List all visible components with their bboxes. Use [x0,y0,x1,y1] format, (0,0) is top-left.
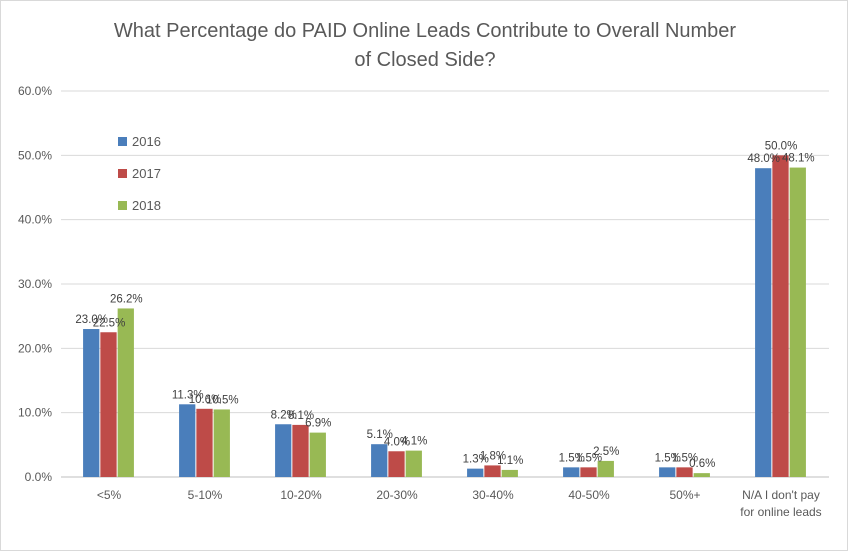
x-tick-label: N/A I don't pay [742,488,820,502]
bar-2016 [659,467,676,477]
bar-2017 [292,424,309,477]
data-labels: 23.0%11.3%8.2%5.1%1.3% 1.5% 1.5%48.0%22.5%… [75,140,814,470]
legend-label: 2018 [132,198,161,213]
bar-2016 [179,404,196,477]
x-tick-label: <5% [97,488,122,502]
y-tick-label: 0.0% [25,470,53,484]
legend-swatch-2016 [118,137,127,146]
y-tick-label: 10.0% [18,406,52,420]
legend-label: 2017 [132,166,161,181]
legend-label: 2016 [132,134,161,149]
x-tick-label: 10-20% [280,488,322,502]
bar-2016 [371,444,388,477]
y-axis: 0.0% 10.0% 20.0% 30.0% 40.0% 50.0% 60.0% [18,84,52,484]
chart-title-line-2: of Closed Side? [354,49,495,71]
bar-2017 [388,451,405,477]
bar-2018 [213,409,230,477]
bar-2016 [83,329,100,477]
data-label: 1.3% [463,454,489,466]
bar-2017 [676,467,693,477]
data-label: 10.5% [206,394,239,406]
data-label: 8.1% [288,410,314,422]
x-tick-label: 40-50% [568,488,610,502]
data-label: 2.5% [593,446,619,458]
bar-2016 [563,467,580,477]
data-label: 1.1% [497,455,523,467]
y-tick-label: 20.0% [18,341,52,355]
bar-2016 [467,468,484,477]
x-tick-label: for online leads [740,505,821,519]
data-label: 1.5% [559,452,585,464]
bar-2018 [789,167,806,477]
y-tick-label: 30.0% [18,277,52,291]
chart-title-line-1: What Percentage do PAID Online Leads Con… [114,20,737,42]
data-label: 22.5% [93,317,126,329]
bar-2018 [597,460,614,477]
bar-2017 [196,408,213,477]
x-tick-label: 30-40% [472,488,514,502]
x-axis: <5% 5-10% 10-20% 20-30% 30-40% 40-50% 50%+ N/A … [97,488,822,519]
data-label: 6.9% [305,418,331,430]
bar-2016 [755,168,772,477]
legend: 2016 2017 2018 [118,134,161,213]
data-label: 1.8% [480,450,506,462]
data-label: 26.2% [110,293,143,305]
data-label: 8.2% [271,409,297,421]
bar-2017 [484,465,501,477]
bar-2017 [100,332,117,477]
x-tick-label: 5-10% [188,488,223,502]
data-label: 5.1% [367,429,393,441]
data-label: 4.0% [384,436,410,448]
gridlines [61,90,829,478]
bar-2018 [117,308,134,477]
bar-2018 [693,473,710,477]
x-tick-label: 50%+ [669,488,700,502]
data-label: 1.5% [672,452,698,464]
data-label: 10.6% [189,394,222,406]
x-tick-label: 20-30% [376,488,418,502]
data-label: 48.0% [747,153,780,165]
data-label: 50.0% [765,140,798,152]
legend-swatch-2018 [118,201,127,210]
y-tick-label: 40.0% [18,213,52,227]
data-label: 23.0% [75,314,108,326]
data-label: 0.6% [689,458,715,470]
data-label: 48.1% [782,153,815,165]
bar-2018 [405,450,422,477]
bars [83,155,806,477]
bar-2017 [580,467,597,477]
data-label: 11.3% [172,389,204,401]
bar-2017 [772,155,789,477]
data-label: 4.1% [401,436,427,448]
y-tick-label: 60.0% [18,84,52,98]
legend-swatch-2017 [118,169,127,178]
bar-2016 [275,424,292,477]
y-tick-label: 50.0% [18,148,52,162]
bar-2018 [501,469,518,477]
data-label: 1.5% [576,452,602,464]
data-label: 1.5% [655,452,681,464]
bar-2018 [309,432,326,477]
